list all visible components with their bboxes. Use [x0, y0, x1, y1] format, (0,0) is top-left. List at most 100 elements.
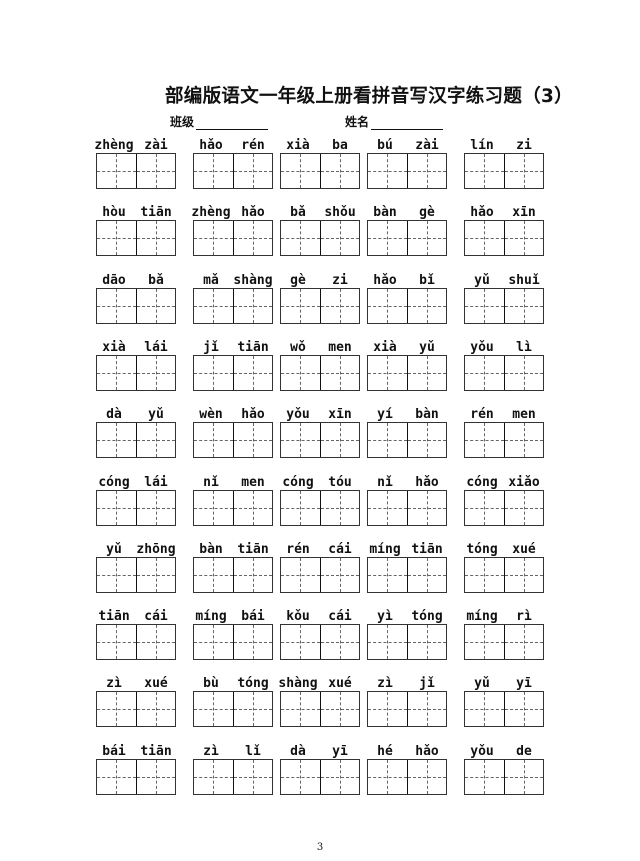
writing-cell[interactable]: [406, 692, 447, 727]
writing-cell[interactable]: [194, 288, 233, 323]
writing-cell[interactable]: [368, 423, 407, 458]
writing-cell[interactable]: [368, 221, 407, 256]
writing-cell[interactable]: [232, 154, 273, 188]
writing-cell[interactable]: [135, 692, 176, 727]
writing-cell[interactable]: [503, 355, 544, 390]
writing-cell[interactable]: [194, 625, 233, 660]
writing-cell[interactable]: [194, 423, 233, 458]
writing-cell[interactable]: [135, 221, 176, 256]
writing-cell[interactable]: [406, 221, 447, 256]
writing-cell[interactable]: [194, 154, 233, 188]
writing-cell[interactable]: [281, 625, 320, 660]
writing-cell[interactable]: [368, 692, 407, 727]
writing-cell[interactable]: [319, 625, 360, 660]
writing-cell[interactable]: [406, 490, 447, 525]
writing-cell[interactable]: [465, 557, 504, 592]
writing-cell[interactable]: [368, 490, 407, 525]
writing-cell[interactable]: [232, 423, 273, 458]
writing-cell[interactable]: [465, 355, 504, 390]
writing-cell[interactable]: [232, 625, 273, 660]
writing-cell[interactable]: [465, 221, 504, 256]
writing-cell[interactable]: [503, 423, 544, 458]
writing-cell[interactable]: [319, 154, 360, 188]
writing-cell[interactable]: [319, 692, 360, 727]
writing-cell[interactable]: [281, 759, 320, 794]
writing-cell[interactable]: [406, 625, 447, 660]
writing-cell[interactable]: [97, 490, 136, 525]
writing-cell[interactable]: [281, 557, 320, 592]
writing-cell[interactable]: [368, 625, 407, 660]
writing-cell[interactable]: [281, 423, 320, 458]
writing-cell[interactable]: [194, 759, 233, 794]
writing-cell[interactable]: [281, 288, 320, 323]
writing-cell[interactable]: [232, 490, 273, 525]
writing-cell[interactable]: [368, 759, 407, 794]
writing-cell[interactable]: [97, 355, 136, 390]
writing-cell[interactable]: [503, 288, 544, 323]
writing-cell[interactable]: [406, 423, 447, 458]
writing-cell[interactable]: [406, 557, 447, 592]
writing-cell[interactable]: [368, 154, 407, 188]
writing-cell[interactable]: [281, 490, 320, 525]
writing-cell[interactable]: [503, 221, 544, 256]
writing-cell[interactable]: [319, 355, 360, 390]
writing-cell[interactable]: [135, 490, 176, 525]
writing-cell[interactable]: [135, 557, 176, 592]
writing-cell[interactable]: [97, 423, 136, 458]
writing-cell[interactable]: [465, 692, 504, 727]
writing-cell[interactable]: [97, 625, 136, 660]
writing-cell[interactable]: [465, 288, 504, 323]
writing-cell[interactable]: [319, 759, 360, 794]
writing-cell[interactable]: [503, 154, 544, 188]
writing-cell[interactable]: [135, 423, 176, 458]
writing-cell[interactable]: [232, 221, 273, 256]
writing-cell[interactable]: [97, 759, 136, 794]
writing-cell[interactable]: [281, 355, 320, 390]
writing-cell[interactable]: [97, 288, 136, 323]
writing-cell[interactable]: [232, 557, 273, 592]
class-blank[interactable]: [196, 117, 269, 130]
writing-cell[interactable]: [135, 288, 176, 323]
writing-cell[interactable]: [503, 557, 544, 592]
writing-cell[interactable]: [503, 692, 544, 727]
writing-cell[interactable]: [194, 557, 233, 592]
writing-cell[interactable]: [465, 759, 504, 794]
writing-cell[interactable]: [503, 490, 544, 525]
writing-cell[interactable]: [135, 625, 176, 660]
writing-cell[interactable]: [319, 490, 360, 525]
writing-cell[interactable]: [194, 692, 233, 727]
name-blank[interactable]: [371, 117, 444, 130]
writing-cell[interactable]: [135, 759, 176, 794]
writing-cell[interactable]: [97, 221, 136, 256]
writing-cell[interactable]: [281, 221, 320, 256]
writing-cell[interactable]: [406, 288, 447, 323]
writing-cell[interactable]: [503, 625, 544, 660]
writing-cell[interactable]: [503, 759, 544, 794]
writing-cell[interactable]: [194, 490, 233, 525]
writing-cell[interactable]: [465, 490, 504, 525]
writing-cell[interactable]: [465, 154, 504, 188]
writing-cell[interactable]: [368, 288, 407, 323]
writing-cell[interactable]: [465, 423, 504, 458]
writing-cell[interactable]: [319, 557, 360, 592]
writing-cell[interactable]: [406, 355, 447, 390]
writing-cell[interactable]: [97, 154, 136, 188]
writing-cell[interactable]: [281, 154, 320, 188]
writing-cell[interactable]: [135, 154, 176, 188]
writing-cell[interactable]: [135, 355, 176, 390]
writing-cell[interactable]: [194, 221, 233, 256]
writing-cell[interactable]: [465, 625, 504, 660]
writing-cell[interactable]: [232, 692, 273, 727]
writing-cell[interactable]: [232, 759, 273, 794]
writing-cell[interactable]: [281, 692, 320, 727]
writing-cell[interactable]: [368, 355, 407, 390]
writing-cell[interactable]: [406, 759, 447, 794]
writing-cell[interactable]: [194, 355, 233, 390]
writing-cell[interactable]: [97, 557, 136, 592]
writing-cell[interactable]: [319, 221, 360, 256]
writing-cell[interactable]: [97, 692, 136, 727]
writing-cell[interactable]: [368, 557, 407, 592]
writing-cell[interactable]: [406, 154, 447, 188]
writing-cell[interactable]: [319, 288, 360, 323]
writing-cell[interactable]: [232, 288, 273, 323]
